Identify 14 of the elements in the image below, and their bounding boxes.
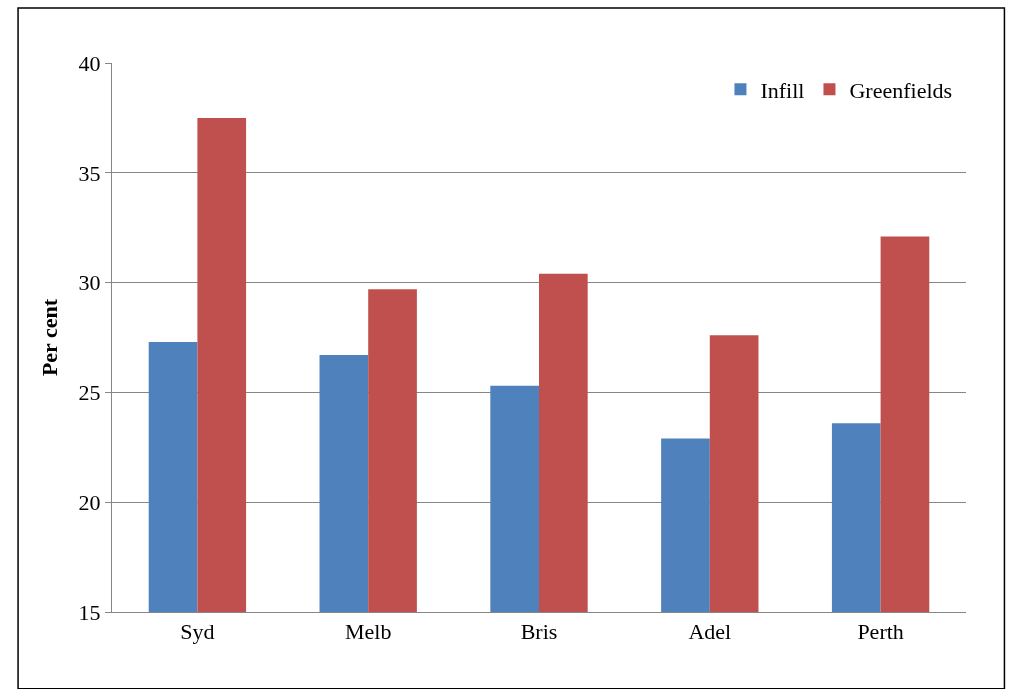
x-tick-label: Bris (520, 619, 558, 645)
y-tick-label: 30 (78, 270, 101, 296)
y-tick-label: 20 (78, 489, 101, 515)
x-tick-label: Perth (857, 619, 904, 645)
legend-label: Infill (760, 77, 805, 103)
x-tick-label: Melb (344, 619, 392, 645)
y-tick-label: 35 (78, 160, 101, 186)
y-tick-label: 15 (78, 599, 101, 625)
y-tick-label: 40 (78, 50, 101, 76)
x-tick-label: Syd (180, 619, 215, 645)
y-axis-title: Per cent (37, 298, 63, 377)
legend-label: Greenfields (849, 77, 953, 103)
y-tick-label: 25 (78, 380, 101, 406)
x-tick-label: Adel (688, 619, 732, 645)
